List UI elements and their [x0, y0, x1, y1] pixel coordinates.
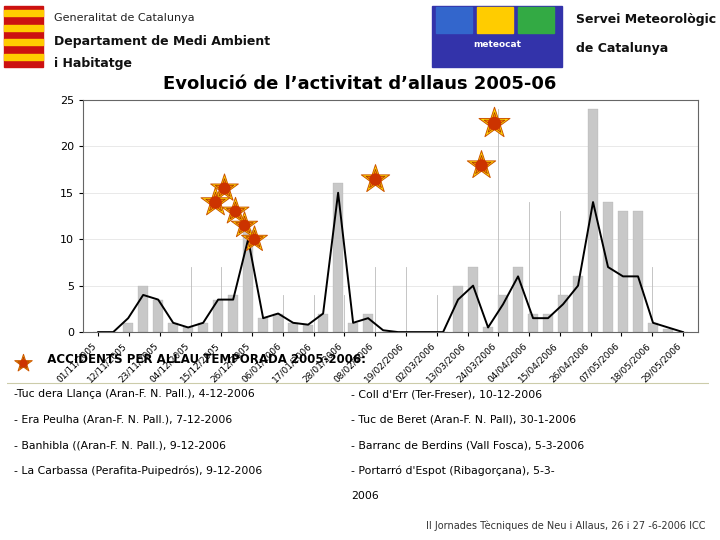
Point	[210, 198, 221, 206]
Bar	[477, 7, 513, 33]
Point	[476, 160, 487, 169]
Bar	[558, 295, 568, 332]
Point	[210, 198, 221, 206]
Text: Servei Meteorològic: Servei Meteorològic	[576, 13, 716, 26]
Point	[230, 207, 241, 215]
Bar	[243, 230, 253, 332]
Bar	[468, 267, 478, 332]
Bar	[213, 300, 223, 332]
Bar	[498, 295, 508, 332]
Point	[476, 160, 487, 169]
Bar	[518, 7, 554, 33]
Text: de Catalunya: de Catalunya	[576, 42, 668, 55]
Point	[219, 184, 230, 192]
Point	[369, 174, 381, 183]
Bar	[432, 6, 562, 67]
Point	[238, 221, 250, 230]
Text: -Tuc dera Llança (Aran-F. N. Pall.), 4-12-2006: -Tuc dera Llança (Aran-F. N. Pall.), 4-1…	[14, 389, 255, 400]
Text: - La Carbassa (Perafita-Puipedrós), 9-12-2006: - La Carbassa (Perafita-Puipedrós), 9-12…	[14, 465, 263, 476]
Bar	[348, 323, 359, 332]
Point	[17, 359, 28, 368]
Bar	[228, 295, 238, 332]
Text: Evolució de l’activitat d’allaus 2005-06: Evolució de l’activitat d’allaus 2005-06	[163, 75, 557, 93]
Bar	[528, 314, 539, 332]
Point	[488, 119, 500, 127]
Point	[210, 198, 221, 206]
Text: - Era Peulha (Aran-F. N. Pall.), 7-12-2006: - Era Peulha (Aran-F. N. Pall.), 7-12-20…	[14, 415, 233, 425]
Text: - Coll d'Err (Ter-Freser), 10-12-2006: - Coll d'Err (Ter-Freser), 10-12-2006	[351, 389, 542, 400]
Bar	[513, 267, 523, 332]
Point	[238, 221, 250, 230]
Text: Departament de Medi Ambient: Departament de Medi Ambient	[54, 35, 270, 48]
Bar	[288, 323, 298, 332]
Point	[219, 184, 230, 192]
Bar	[258, 318, 269, 332]
Point	[248, 235, 259, 244]
Bar	[603, 202, 613, 332]
Bar	[333, 184, 343, 332]
Bar	[363, 314, 374, 332]
Bar	[168, 323, 179, 332]
Bar	[318, 314, 328, 332]
Point	[476, 160, 487, 169]
Bar	[618, 211, 629, 332]
Point	[17, 359, 28, 368]
Point	[230, 207, 241, 215]
Bar	[4, 39, 43, 45]
Bar	[543, 314, 553, 332]
Bar	[588, 109, 598, 332]
Point	[488, 119, 500, 127]
Point	[369, 174, 381, 183]
Text: - Banhibla ((Aran-F. N. Pall.), 9-12-2006: - Banhibla ((Aran-F. N. Pall.), 9-12-200…	[14, 440, 226, 450]
Bar	[483, 327, 493, 332]
Point	[369, 174, 381, 183]
Text: - Tuc de Beret (Aran-F. N. Pall), 30-1-2006: - Tuc de Beret (Aran-F. N. Pall), 30-1-2…	[351, 415, 576, 425]
Bar	[138, 286, 148, 332]
Bar	[453, 286, 464, 332]
Point	[17, 359, 28, 368]
Point	[488, 119, 500, 127]
Text: 2006: 2006	[351, 491, 379, 501]
Text: Generalitat de Catalunya: Generalitat de Catalunya	[54, 13, 194, 23]
Text: meteocat: meteocat	[473, 40, 521, 49]
Bar	[198, 323, 208, 332]
Bar	[183, 327, 194, 332]
Text: ACCIDENTS PER ALLAU TEMPORADA 2005-2006:: ACCIDENTS PER ALLAU TEMPORADA 2005-2006:	[39, 353, 366, 366]
Point	[248, 235, 259, 244]
Bar	[4, 6, 43, 67]
Bar	[662, 329, 673, 332]
Text: i Habitatge: i Habitatge	[54, 57, 132, 70]
Bar	[4, 54, 43, 60]
Bar	[273, 314, 284, 332]
Point	[230, 207, 241, 215]
Text: - Barranc de Berdins (Vall Fosca), 5-3-2006: - Barranc de Berdins (Vall Fosca), 5-3-2…	[351, 440, 585, 450]
Point	[248, 235, 259, 244]
Bar	[573, 276, 583, 332]
Text: - Portarró d'Espot (Ribagorçana), 5-3-: - Portarró d'Espot (Ribagorçana), 5-3-	[351, 465, 555, 476]
Point	[238, 221, 250, 230]
Text: II Jornades Tècniques de Neu i Allaus, 26 i 27 -6-2006 ICC: II Jornades Tècniques de Neu i Allaus, 2…	[426, 521, 706, 531]
Bar	[123, 323, 133, 332]
Point	[219, 184, 230, 192]
Bar	[633, 211, 643, 332]
Bar	[4, 25, 43, 31]
Bar	[303, 325, 313, 332]
Bar	[436, 7, 472, 33]
Bar	[4, 10, 43, 16]
Bar	[153, 300, 163, 332]
Bar	[648, 323, 658, 332]
